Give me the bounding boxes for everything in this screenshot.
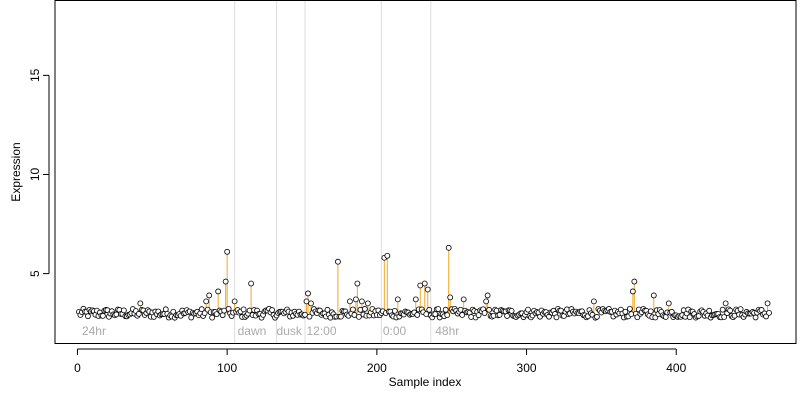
data-point bbox=[629, 288, 636, 295]
data-point bbox=[240, 306, 247, 313]
data-point bbox=[525, 306, 531, 313]
section-dividers bbox=[234, 0, 432, 343]
data-point bbox=[358, 298, 365, 305]
data-point bbox=[248, 280, 255, 287]
data-point bbox=[224, 248, 231, 255]
data-point bbox=[424, 286, 431, 293]
data-point bbox=[198, 306, 205, 313]
data-point bbox=[737, 306, 744, 313]
data-point bbox=[727, 307, 734, 314]
data-point bbox=[355, 313, 362, 320]
data-point bbox=[120, 307, 127, 314]
section-label: dawn bbox=[238, 324, 267, 338]
data-point bbox=[414, 312, 421, 318]
data-point bbox=[763, 313, 769, 320]
data-point bbox=[85, 313, 91, 320]
data-point bbox=[203, 298, 210, 305]
y-axis-title: Expression bbox=[9, 142, 23, 201]
data-point bbox=[481, 310, 488, 316]
data-point bbox=[722, 300, 729, 307]
plot-frame bbox=[54, 0, 797, 344]
data-point bbox=[391, 307, 398, 314]
data-point bbox=[338, 313, 344, 320]
data-point bbox=[269, 307, 275, 313]
data-point bbox=[483, 298, 490, 305]
data-point bbox=[412, 296, 419, 303]
data-point bbox=[347, 298, 353, 305]
data-point bbox=[647, 308, 654, 315]
data-point bbox=[352, 296, 359, 303]
data-point bbox=[721, 314, 728, 320]
data-point bbox=[209, 314, 216, 321]
data-point bbox=[665, 300, 672, 307]
data-point bbox=[435, 306, 442, 312]
data-point bbox=[432, 311, 439, 318]
data-point bbox=[486, 306, 493, 313]
data-point bbox=[459, 312, 466, 318]
x-tick-label: 0 bbox=[74, 361, 81, 375]
section-label: 12:00 bbox=[306, 324, 336, 338]
x-tick-label: 300 bbox=[517, 361, 537, 375]
section-label: 0:00 bbox=[383, 324, 407, 338]
x-tick-label: 400 bbox=[666, 361, 686, 375]
data-point bbox=[335, 258, 341, 265]
data-point bbox=[719, 306, 726, 313]
data-point bbox=[231, 298, 238, 305]
data-point bbox=[460, 296, 467, 303]
data-point bbox=[222, 278, 229, 285]
data-point bbox=[484, 292, 491, 299]
data-point bbox=[553, 314, 560, 321]
data-point bbox=[764, 300, 771, 307]
y-tick-label: 5 bbox=[28, 270, 42, 277]
data-point bbox=[306, 313, 313, 320]
data-point bbox=[215, 288, 222, 295]
data-point bbox=[508, 307, 515, 314]
section-labels: 24hr dawn dusk 12:00 0:00 48hr bbox=[82, 324, 459, 338]
data-point bbox=[421, 280, 428, 287]
data-point bbox=[349, 306, 356, 313]
y-tick-label: 15 bbox=[28, 68, 42, 82]
data-point bbox=[766, 309, 772, 316]
data-point bbox=[626, 305, 633, 312]
y-tick-label: 10 bbox=[28, 167, 42, 181]
data-point bbox=[213, 311, 220, 318]
data-point bbox=[622, 308, 629, 315]
section-label: dusk bbox=[277, 324, 303, 338]
data-point bbox=[135, 310, 142, 317]
data-point bbox=[394, 296, 401, 303]
x-axis-title: Sample index bbox=[389, 375, 462, 389]
data-point bbox=[137, 300, 144, 307]
data-point bbox=[384, 252, 391, 259]
data-point bbox=[305, 290, 311, 297]
x-tick-label: 100 bbox=[217, 361, 237, 375]
axes: 0 100 200 300 400 5 10 15 bbox=[28, 68, 687, 375]
data-point bbox=[364, 300, 371, 307]
data-point bbox=[361, 306, 368, 312]
data-point bbox=[650, 292, 657, 299]
data-point bbox=[631, 278, 638, 285]
section-label: 24hr bbox=[82, 324, 106, 338]
data-point bbox=[447, 294, 454, 301]
data-point bbox=[752, 314, 759, 321]
data-point bbox=[504, 313, 510, 319]
data-point bbox=[444, 312, 451, 318]
x-tick-label: 200 bbox=[367, 361, 387, 375]
data-point bbox=[308, 300, 314, 307]
data-point bbox=[354, 280, 361, 287]
data-point bbox=[100, 312, 106, 319]
data-point bbox=[445, 244, 452, 251]
data-point bbox=[206, 292, 213, 299]
data-points bbox=[76, 244, 772, 321]
data-point bbox=[426, 306, 433, 313]
data-point bbox=[594, 313, 600, 320]
data-point bbox=[706, 307, 713, 314]
data-point bbox=[686, 314, 693, 321]
section-label: 48hr bbox=[435, 324, 459, 338]
data-point bbox=[442, 306, 449, 313]
data-point bbox=[591, 298, 597, 305]
